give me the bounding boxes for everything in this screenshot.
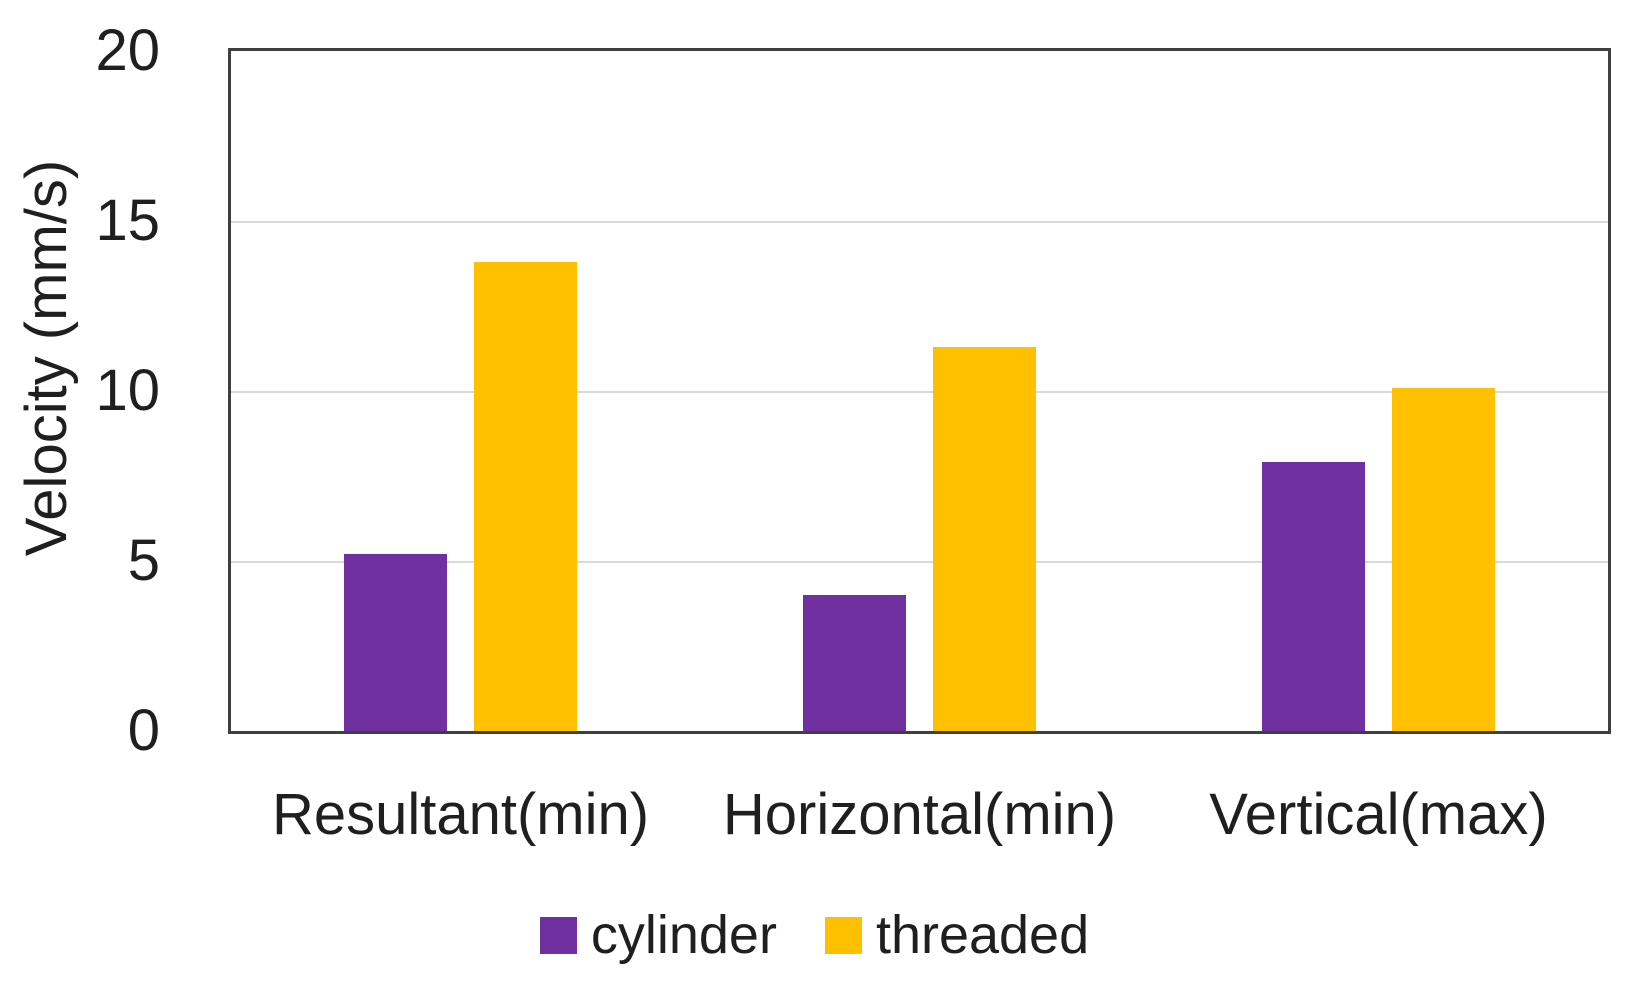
bar-threaded: [933, 346, 1036, 731]
bar-cylinder: [344, 554, 447, 731]
gridline: [231, 561, 1608, 563]
y-tick-label: 20: [95, 18, 160, 83]
x-axis-label: Resultant(min): [271, 782, 650, 847]
legend-label-cylinder: cylinder: [590, 905, 777, 965]
x-axis-labels: Resultant(min) Horizontal(min) Vertical(ma…: [231, 783, 1608, 847]
plot-area: [228, 48, 1611, 734]
bar-threaded: [474, 261, 577, 731]
bar-group: [690, 51, 1149, 731]
legend-swatch-threaded: [824, 916, 862, 954]
y-tick-label: 10: [95, 358, 160, 423]
y-tick-label: 5: [127, 528, 160, 593]
gridline: [231, 221, 1608, 223]
x-axis-label: Horizontal(min): [722, 782, 1117, 847]
x-axis-label: Vertical(max): [1209, 782, 1548, 847]
bar-groups: [231, 51, 1608, 731]
bar-group: [1149, 51, 1608, 731]
bar-cylinder: [1262, 462, 1365, 731]
bar-cylinder: [803, 595, 906, 731]
legend-item-cylinder: cylinder: [539, 905, 777, 965]
legend-item-threaded: threaded: [824, 905, 1090, 965]
y-tick-label: 15: [95, 188, 160, 253]
bar-group: [231, 51, 690, 731]
bar-threaded: [1392, 387, 1495, 731]
y-axis-ticks: 0 5 10 15 20: [0, 22, 160, 760]
legend: cylinder threaded: [0, 908, 1629, 962]
legend-swatch-cylinder: [539, 916, 577, 954]
y-tick-label: 0: [127, 698, 160, 763]
legend-label-threaded: threaded: [875, 905, 1090, 965]
gridline: [231, 391, 1608, 393]
